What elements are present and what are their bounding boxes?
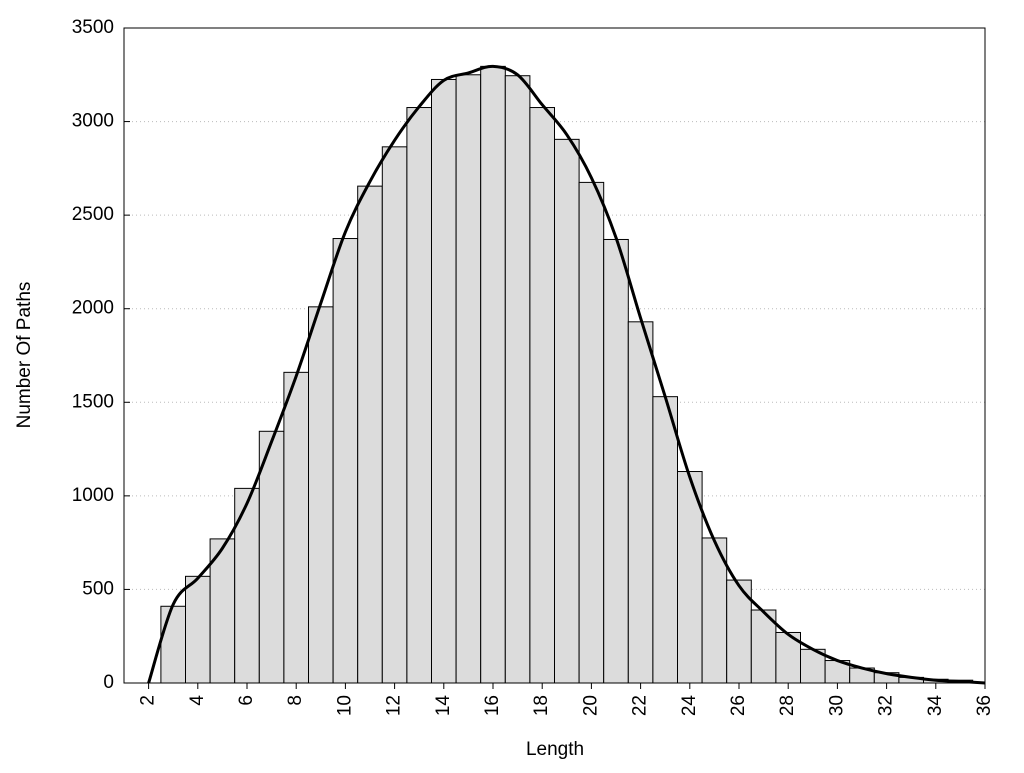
x-tick-label: 14 [433, 695, 454, 717]
bar [160, 605, 186, 684]
x-tick-label: 36 [974, 695, 995, 716]
bar [258, 430, 285, 684]
bar [504, 75, 531, 684]
x-tick-label: 6 [236, 695, 257, 706]
x-tick-label: 22 [630, 695, 651, 716]
x-tick-label: 20 [580, 695, 601, 716]
y-axis-label: Number Of Paths [14, 282, 35, 429]
bar [283, 371, 309, 684]
x-axis-label: Length [526, 739, 584, 760]
density-curve [147, 64, 986, 685]
y-tick-label: 3500 [72, 17, 114, 38]
bar [332, 238, 359, 684]
bar [234, 487, 260, 684]
x-tick-label: 12 [384, 695, 405, 716]
bar [627, 321, 654, 684]
x-tick-label: 30 [826, 695, 847, 716]
x-tick-label: 34 [925, 695, 946, 717]
x-tick-label: 10 [334, 695, 355, 716]
y-tick-label: 2500 [72, 204, 114, 225]
x-tick-label: 32 [876, 695, 897, 716]
bar [480, 65, 506, 684]
x-tick-label: 4 [187, 695, 208, 706]
x-tick-label: 24 [679, 695, 700, 717]
bar [381, 146, 408, 684]
x-tick-label: 26 [728, 695, 749, 716]
bar [357, 185, 383, 684]
bar [185, 575, 211, 684]
bar [603, 238, 629, 684]
bar [431, 78, 457, 684]
bar [455, 74, 482, 684]
x-tick-label: 8 [285, 695, 306, 706]
y-tick-label: 1500 [72, 391, 114, 412]
bar [209, 538, 236, 684]
y-tick-label: 500 [82, 578, 114, 599]
x-tick-label: 2 [138, 695, 159, 706]
bar [308, 306, 334, 684]
y-tick-label: 2000 [72, 298, 114, 319]
y-tick-label: 3000 [72, 111, 114, 132]
y-tick-label: 1000 [72, 485, 114, 506]
bar [406, 107, 432, 684]
bar [578, 181, 605, 684]
x-tick-label: 16 [482, 695, 503, 716]
bar [529, 107, 556, 684]
x-tick-label: 28 [777, 695, 798, 716]
y-tick-label: 0 [103, 672, 114, 693]
bar [652, 396, 679, 684]
x-tick-label: 18 [531, 695, 552, 716]
plot-frame [123, 27, 986, 684]
bar [554, 138, 580, 684]
